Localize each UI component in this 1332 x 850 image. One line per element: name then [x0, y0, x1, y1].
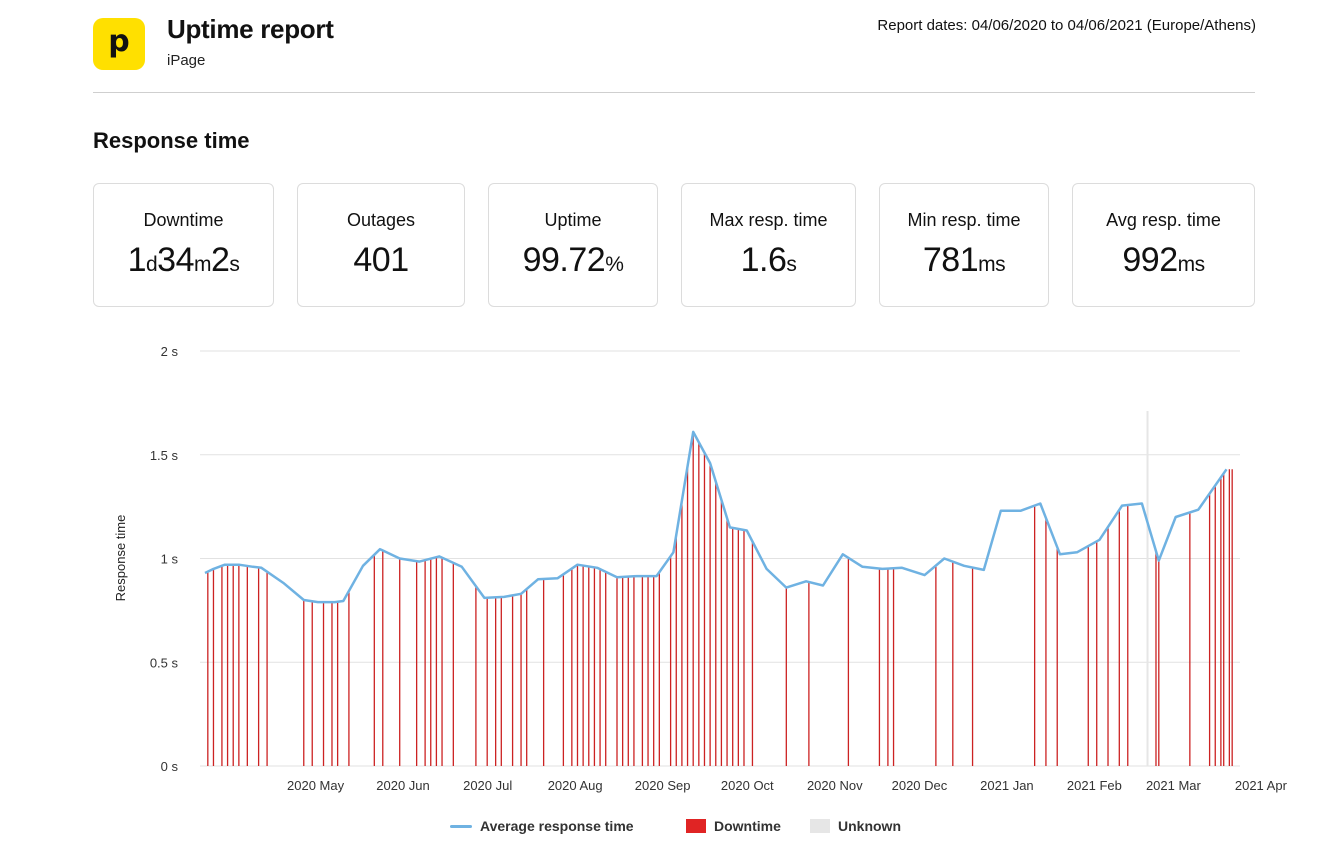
header-divider — [93, 92, 1255, 93]
stat-unit: ms — [978, 253, 1006, 276]
stat-unit: s — [786, 253, 797, 276]
stat-card-max-resp-time: Max resp. time 1.6s — [681, 183, 856, 307]
x-tick-label: 2020 Jun — [376, 778, 430, 793]
x-tick-label: 2020 Sep — [635, 778, 691, 793]
stat-value: 781ms — [880, 241, 1048, 280]
legend-item-unknown[interactable]: Unknown — [810, 818, 901, 834]
stat-card-avg-resp-time: Avg resp. time 992ms — [1072, 183, 1255, 307]
legend-line-swatch — [450, 824, 472, 828]
stat-unit: % — [605, 253, 624, 276]
legend-downtime-swatch — [686, 819, 706, 833]
stat-number: 781 — [922, 241, 979, 279]
x-tick-label: 2020 Dec — [892, 778, 948, 793]
stat-card-outages: Outages 401 — [297, 183, 465, 307]
legend-item-avg-response[interactable]: Average response time — [450, 818, 634, 834]
report-dates: Report dates: 04/06/2020 to 04/06/2021 (… — [877, 17, 1256, 34]
stat-number: 34 — [157, 241, 194, 279]
stat-card-uptime: Uptime 99.72% — [488, 183, 658, 307]
stat-unit: s — [229, 253, 240, 276]
app-logo: p — [93, 18, 145, 70]
stat-value: 99.72% — [489, 241, 657, 280]
stat-label: Downtime — [143, 210, 224, 230]
stat-label: Avg resp. time — [1106, 210, 1221, 230]
y-tick-label: 1.5 s — [150, 448, 179, 463]
x-tick-label: 2021 Mar — [1146, 778, 1202, 793]
x-tick-label: 2020 May — [287, 778, 345, 793]
x-tick-label: 2021 Jan — [980, 778, 1034, 793]
stat-card-downtime: Downtime 1d34m2s — [93, 183, 274, 307]
page-subtitle: iPage — [167, 52, 206, 69]
x-tick-label: 2021 Apr — [1235, 778, 1288, 793]
legend-label: Downtime — [714, 818, 781, 834]
stat-value: 1.6s — [682, 241, 855, 280]
stat-number: 992 — [1122, 241, 1178, 279]
stat-unit: m — [194, 253, 212, 276]
stat-label: Min resp. time — [907, 210, 1021, 230]
stat-value: 992ms — [1073, 241, 1254, 280]
stat-number: 1.6 — [740, 241, 787, 279]
stat-label: Max resp. time — [709, 210, 828, 230]
legend-label: Unknown — [838, 818, 901, 834]
response-time-chart: 0 s 0.5 s 1 s 1.5 s 2 s Response time 2020 May… — [113, 344, 1288, 793]
y-tick-label: 2 s — [161, 344, 179, 359]
legend-unknown-swatch — [810, 819, 830, 833]
page-title: Uptime report — [167, 14, 334, 44]
chart-legend: Average response time Downtime Unknown — [0, 818, 1332, 838]
stat-label: Outages — [346, 210, 416, 230]
logo-letter: p — [108, 24, 130, 59]
y-axis-label: Response time — [113, 515, 128, 602]
stat-label: Uptime — [544, 210, 602, 230]
x-tick-label: 2020 Aug — [548, 778, 603, 793]
x-tick-label: 2021 Feb — [1067, 778, 1122, 793]
y-tick-label: 0 s — [161, 759, 179, 774]
stat-value: 401 — [298, 241, 464, 280]
y-tick-label: 1 s — [161, 552, 179, 567]
stat-unit: d — [145, 253, 158, 276]
x-tick-label: 2020 Oct — [721, 778, 774, 793]
stat-number: 99.72 — [522, 241, 606, 279]
y-tick-label: 0.5 s — [150, 655, 179, 670]
section-title: Response time — [93, 128, 250, 153]
stat-value: 1d34m2s — [94, 241, 273, 280]
stat-number: 1 — [127, 241, 147, 279]
stat-unit: ms — [1177, 253, 1206, 276]
legend-item-downtime[interactable]: Downtime — [686, 818, 781, 834]
avg-response-line — [204, 430, 1228, 604]
x-tick-label: 2020 Jul — [463, 778, 512, 793]
stat-card-min-resp-time: Min resp. time 781ms — [879, 183, 1049, 307]
legend-label: Average response time — [480, 818, 634, 834]
stat-number: 2 — [211, 241, 230, 279]
stat-number: 401 — [353, 241, 409, 279]
x-tick-label: 2020 Nov — [807, 778, 863, 793]
